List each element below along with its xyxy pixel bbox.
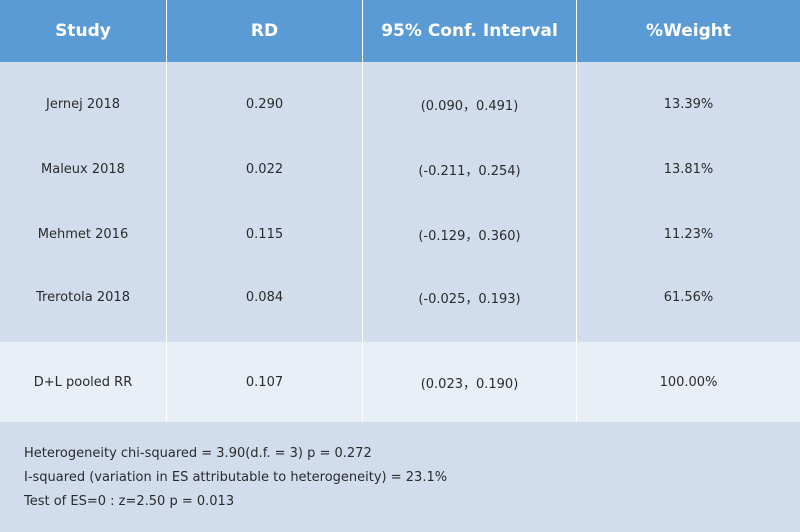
rd-cell: 0.022 xyxy=(245,161,284,177)
pooled-rd: 0.107 xyxy=(167,342,363,422)
ci-cell: (-0.025，0.193) xyxy=(418,291,521,307)
pooled-ci: (0.023，0.190) xyxy=(363,342,577,422)
header-conf-interval: 95% Conf. Interval xyxy=(363,0,577,62)
rd-cell: 0.115 xyxy=(245,226,284,242)
ci-cell: (0.090，0.491) xyxy=(420,98,519,114)
rd-column: 0.290 0.022 0.115 0.084 xyxy=(167,62,363,342)
weight-column: 13.39% 13.81% 11.23% 61.56% xyxy=(577,62,800,342)
header-study: Study xyxy=(0,0,167,62)
heterogeneity-line: Heterogeneity chi-squared = 3.90(d.f. = … xyxy=(24,446,372,461)
ci-column: (0.090，0.491) (-0.211，0.254) (-0.129，0.3… xyxy=(363,62,577,342)
study-cell: Maleux 2018 xyxy=(41,161,125,177)
study-column: Jernej 2018 Maleux 2018 Mehmet 2016 Trer… xyxy=(0,62,167,342)
weight-cell: 11.23% xyxy=(663,226,714,242)
pooled-weight: 100.00% xyxy=(659,374,718,390)
study-cell: Jernej 2018 xyxy=(45,96,120,112)
header-weight: %Weight xyxy=(646,21,731,41)
statistics-footer: Heterogeneity chi-squared = 3.90(d.f. = … xyxy=(0,422,800,532)
weight-cell: 13.81% xyxy=(663,161,714,177)
rd-cell: 0.290 xyxy=(245,96,284,112)
pooled-row: D+L pooled RR 0.107 (0.023，0.190) 100.00… xyxy=(0,342,800,422)
i-squared-line: I-squared (variation in ES attributable … xyxy=(24,470,448,485)
header-rd: RD xyxy=(167,0,363,62)
table-header: Study RD 95% Conf. Interval %Weight xyxy=(0,0,800,62)
rd-cell: 0.084 xyxy=(245,289,284,305)
ci-cell: (-0.211，0.254) xyxy=(418,163,521,179)
weight-cell: 61.56% xyxy=(663,289,714,305)
study-rows: Jernej 2018 Maleux 2018 Mehmet 2016 Trer… xyxy=(0,62,800,342)
study-cell: Trerotola 2018 xyxy=(36,289,130,305)
test-of-es-line: Test of ES=0 : z=2.50 p = 0.013 xyxy=(24,494,235,509)
study-cell: Mehmet 2016 xyxy=(37,226,129,242)
ci-cell: (-0.129，0.360) xyxy=(418,228,521,244)
pooled-study: D+L pooled RR xyxy=(0,342,167,422)
weight-cell: 13.39% xyxy=(663,96,714,112)
